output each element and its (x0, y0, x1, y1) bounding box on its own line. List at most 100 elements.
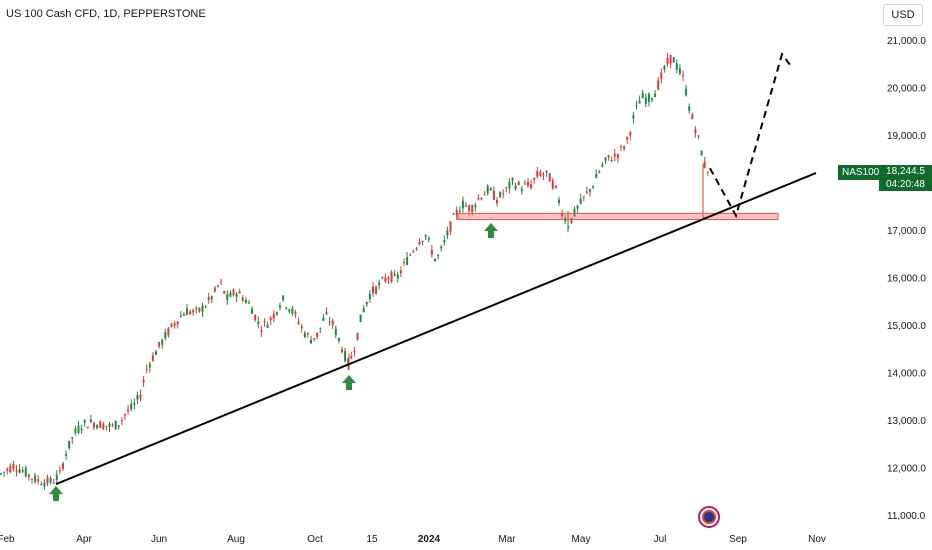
candle-body (198, 307, 201, 312)
candle-body (148, 364, 151, 368)
candle-body (111, 424, 114, 426)
candle-body (353, 350, 356, 353)
candle-body (434, 258, 436, 262)
candle-body (672, 57, 675, 63)
candle-body (9, 465, 12, 473)
candle-body (669, 54, 672, 64)
candle-body (688, 106, 691, 111)
candle-body (418, 241, 421, 245)
candle-body (347, 358, 350, 367)
candle-body (359, 314, 362, 322)
candle-body (269, 317, 272, 321)
candle-body (657, 80, 660, 90)
candle-body (570, 217, 573, 223)
candle-body (651, 98, 653, 100)
candle-body (678, 68, 681, 74)
candle-body (3, 471, 6, 473)
x-tick-label: 15 (366, 534, 378, 545)
candle-body (427, 238, 430, 240)
candle-body (300, 326, 303, 329)
candle-body (12, 463, 15, 470)
candle-body (399, 270, 402, 274)
candle-body (700, 150, 703, 156)
candle-body (96, 425, 99, 429)
candle-body (492, 190, 495, 200)
x-tick-label: Aug (227, 534, 245, 545)
candle-body (421, 240, 424, 242)
candle-body (582, 196, 585, 198)
candle-body (105, 426, 108, 428)
candle-body (235, 293, 238, 297)
x-tick-label: May (572, 534, 591, 545)
candle-body (161, 339, 164, 345)
candle-body (201, 305, 204, 312)
candle-body (186, 308, 188, 315)
candle-body (43, 482, 46, 487)
candle-body (120, 419, 123, 421)
candle-body (607, 155, 610, 158)
candle-body (461, 200, 464, 209)
candle-body (62, 463, 64, 469)
candle-body (93, 422, 95, 428)
candle-body (55, 474, 58, 480)
candle-body (691, 114, 694, 119)
candle-body (99, 421, 102, 429)
candle-body (325, 312, 328, 314)
y-tick-label: 13,000.0 (887, 416, 926, 427)
candle-body (80, 428, 83, 431)
x-tick-label: Jul (654, 534, 667, 545)
candle-body (192, 309, 195, 313)
x-tick-label: Feb (0, 534, 15, 545)
candle-body (412, 250, 415, 253)
candle-body (334, 328, 337, 336)
candle-body (195, 308, 198, 310)
candle-body (322, 317, 325, 321)
candle-body (337, 338, 340, 341)
x-tick-label: Sep (729, 534, 747, 545)
y-tick-label: 19,000.0 (887, 131, 926, 142)
last-price: 18,244.5 (886, 166, 925, 177)
candle-body (189, 311, 192, 314)
candle-body (458, 210, 461, 212)
candle-body (263, 321, 266, 323)
candle-body (424, 234, 427, 237)
candle-body (151, 355, 154, 361)
candle-body (102, 423, 105, 430)
candle-body (505, 187, 508, 189)
candle-body (520, 189, 523, 191)
currency-button[interactable]: USD (883, 4, 923, 26)
candle-body (127, 409, 130, 412)
candle-body (34, 475, 37, 483)
candle-body (579, 198, 582, 204)
candle-body (303, 332, 306, 338)
candle-body (629, 132, 632, 136)
candle-body (291, 308, 294, 314)
candle-body (217, 285, 219, 287)
candle-body (204, 306, 207, 308)
candle-body (310, 339, 312, 344)
candle-body (297, 321, 300, 324)
candle-body (248, 302, 250, 304)
candle-body (523, 183, 526, 185)
candle-body (18, 469, 21, 473)
candle-body (356, 332, 359, 340)
x-tick-label: Nov (808, 534, 826, 545)
candle-body (440, 246, 443, 249)
candle-body (697, 135, 700, 137)
x-tick-label: Oct (307, 534, 323, 545)
candle-body (170, 323, 173, 327)
candle-body (452, 214, 455, 216)
candle-body (660, 72, 663, 79)
candle-body (372, 286, 374, 294)
candle-body (244, 299, 247, 303)
candle-body (406, 257, 409, 265)
candle-body (511, 178, 514, 181)
y-tick-label: 12,000.0 (887, 464, 926, 475)
broker-logo-icon[interactable] (698, 506, 720, 528)
candle-body (527, 181, 529, 186)
candle-body (489, 187, 492, 191)
candle-body (145, 368, 148, 370)
candle-body (508, 181, 511, 189)
y-tick-label: 15,000.0 (887, 321, 926, 332)
